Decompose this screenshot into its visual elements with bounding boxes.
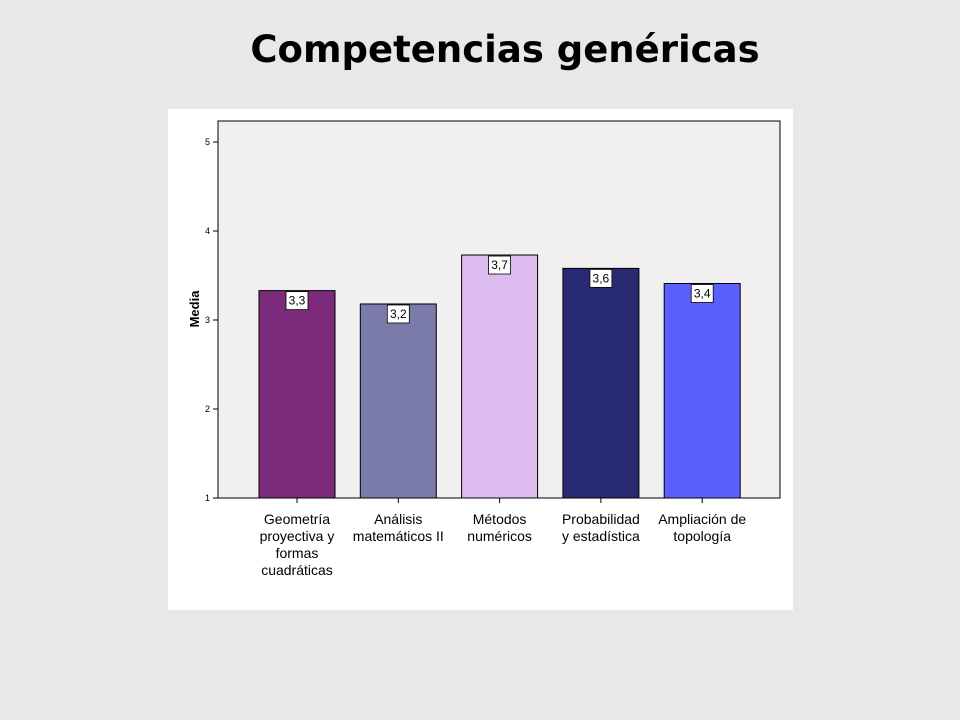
y-axis-label: Media: [187, 290, 202, 328]
y-tick-label: 2: [205, 404, 210, 414]
y-tick-label: 5: [205, 137, 210, 147]
bars: 3,3 3,2 3,7 3,6 3,4: [258, 254, 741, 499]
data-label: 3,3: [289, 294, 306, 308]
bar-chart: 1 2 3 4 5 3,3 3,2 3,7 3,6 3,4 Geometría proyectiv…: [168, 109, 793, 610]
bar: [562, 267, 640, 499]
y-tick-label: 4: [205, 226, 210, 236]
data-label: 3,7: [491, 258, 508, 272]
bar: [461, 254, 539, 499]
slide-title: Competencias genéricas: [250, 28, 760, 71]
bar: [663, 283, 741, 499]
bar: [359, 303, 437, 499]
x-tick-label: Métodos numéricos: [467, 511, 532, 544]
x-axis: Geometría proyectiva y formas cuadráticas An…: [260, 498, 746, 578]
data-label-box: [285, 291, 309, 311]
y-axis: 1 2 3 4 5: [205, 137, 218, 503]
y-tick-label: 3: [205, 315, 210, 325]
data-label-box: [589, 268, 613, 288]
data-label: 3,6: [593, 271, 610, 285]
y-tick-label: 1: [205, 493, 210, 503]
x-tick-label: Análisis matemáticos II: [353, 511, 444, 544]
data-label-box: [386, 304, 410, 324]
x-tick-label: Ampliación de topología: [658, 511, 746, 544]
data-label: 3,4: [694, 287, 711, 301]
x-tick-label: Probabilidad y estadística: [562, 511, 640, 544]
data-label-box: [690, 284, 714, 303]
data-label: 3,2: [390, 307, 407, 321]
x-tick-label: Geometría proyectiva y formas cuadráticas: [260, 511, 335, 578]
data-label-box: [488, 255, 512, 275]
bar: [258, 290, 336, 499]
